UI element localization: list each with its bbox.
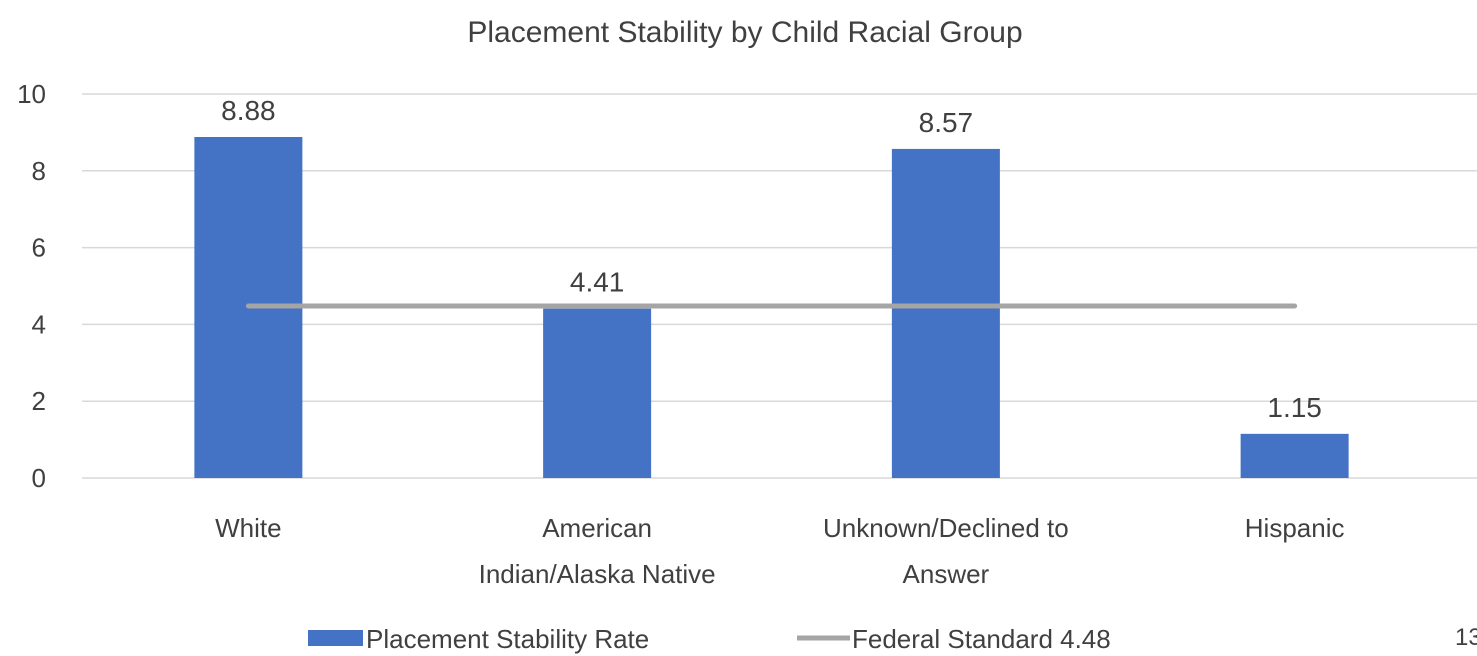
data-label-1: 4.41 <box>570 267 625 298</box>
bar-2 <box>891 148 1000 479</box>
page-number: 13 <box>1455 624 1477 651</box>
data-label-0: 8.88 <box>221 95 276 126</box>
category-label-0-0: White <box>215 513 281 543</box>
legend-label-bar: Placement Stability Rate <box>366 624 649 654</box>
bar-1 <box>543 308 652 478</box>
category-label-1-0: American <box>542 513 652 543</box>
category-label-2-0: Unknown/Declined to <box>823 513 1069 543</box>
legend: Placement Stability Rate Federal Standar… <box>308 624 1111 654</box>
y-tick-label-10: 10 <box>17 79 46 109</box>
chart-title: Placement Stability by Child Racial Grou… <box>467 16 1022 49</box>
data-label-3: 1.15 <box>1267 392 1322 423</box>
y-axis-ticks: 0 2 4 6 8 10 <box>17 79 46 493</box>
category-label-1-1: Indian/Alaska Native <box>479 559 716 589</box>
bar-3 <box>1240 433 1349 478</box>
y-tick-label-8: 8 <box>32 156 46 186</box>
y-tick-label-0: 0 <box>32 463 46 493</box>
legend-label-line: Federal Standard 4.48 <box>852 624 1111 654</box>
y-tick-label-4: 4 <box>32 309 46 339</box>
legend-swatch-bar <box>308 630 363 646</box>
y-tick-label-2: 2 <box>32 386 46 416</box>
category-label-3-0: Hispanic <box>1245 513 1345 543</box>
category-labels: White American Indian/Alaska Native Unknown… <box>215 513 1344 589</box>
data-label-2: 8.57 <box>919 107 974 138</box>
category-label-2-1: Answer <box>903 559 990 589</box>
y-tick-label-6: 6 <box>32 233 46 263</box>
data-labels: 8.88 4.41 8.57 1.15 <box>221 95 1322 423</box>
